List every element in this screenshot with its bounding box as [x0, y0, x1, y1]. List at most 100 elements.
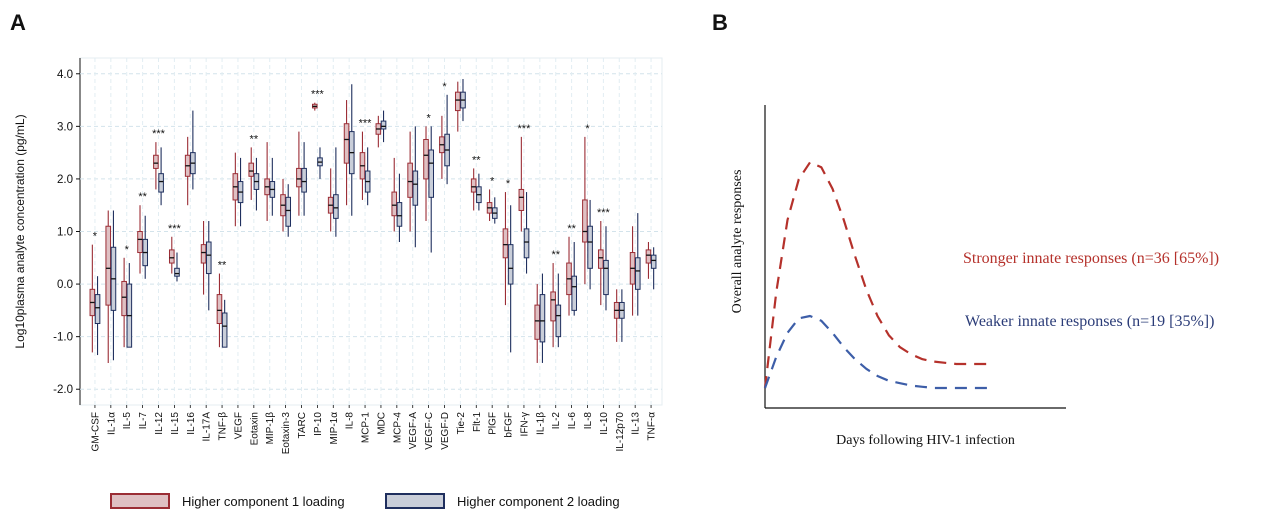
label-weaker: Weaker innate responses (n=19 [35%]): [965, 313, 1214, 330]
label-stronger: Stronger innate responses (n=36 [65%]): [963, 250, 1219, 267]
category-label: IL-1β: [535, 412, 546, 435]
box-body: [396, 202, 403, 227]
box-body: [200, 244, 207, 264]
box-1-6: [184, 136, 191, 206]
category-label: MCP-4: [392, 412, 403, 444]
box-2-22: [444, 94, 450, 185]
significance-marker: ***: [518, 123, 532, 135]
category-label: bFGF: [504, 412, 515, 438]
y-tick-label: -2.0: [53, 384, 73, 396]
box-body: [539, 294, 546, 343]
significance-marker: ***: [359, 118, 373, 130]
category-label: Tie-2: [456, 412, 467, 435]
panel-b-x-axis-label: Days following HIV-1 infection: [836, 433, 1015, 448]
box-1-31: [582, 136, 588, 285]
box-body: [174, 267, 180, 277]
category-label: IL-6: [567, 412, 578, 430]
box-2-32: [603, 226, 609, 311]
box-1-20: [407, 131, 413, 232]
category-label: Eotaxin-3: [281, 412, 292, 455]
box-2-31: [587, 199, 593, 290]
box-1-23: [454, 81, 461, 132]
box-1-35: [645, 242, 652, 279]
box-1-28: [534, 284, 541, 363]
category-label: MIP-1α: [329, 412, 340, 445]
box-body: [634, 257, 641, 290]
box-1-34: [629, 226, 636, 316]
box-1-29: [550, 263, 556, 348]
box-1-7: [200, 220, 207, 295]
box-2-35: [650, 247, 657, 290]
significance-marker: *: [93, 231, 98, 243]
category-label: VEGF: [233, 412, 244, 439]
box-body: [587, 225, 593, 269]
box-2-2: [126, 263, 133, 348]
box-body: [412, 170, 419, 206]
category-label: IL-12p70: [615, 412, 626, 452]
significance-marker: **: [472, 154, 481, 166]
category-label: IL-7: [138, 412, 149, 430]
box-2-23: [460, 79, 466, 122]
box-2-24: [476, 173, 482, 211]
category-label: IL-17A: [202, 412, 213, 442]
box-2-29: [555, 273, 562, 348]
box-1-8: [216, 273, 223, 348]
category-label: IL-13: [631, 412, 642, 435]
box-2-15: [333, 147, 339, 237]
box-body: [301, 167, 307, 193]
box-1-27: [518, 136, 525, 232]
box-1-2: [121, 257, 127, 348]
box-1-14: [311, 102, 318, 111]
box-1-25: [486, 189, 493, 221]
box-1-1: [105, 210, 112, 363]
category-label: IL-12: [154, 412, 165, 435]
box-2-11: [269, 157, 276, 216]
box-1-30: [566, 236, 572, 316]
box-body: [470, 178, 477, 193]
box-2-25: [491, 197, 498, 224]
category-label: IL-2: [551, 412, 562, 430]
panel-b-y-axis-label: Overall analyte responses: [730, 170, 745, 314]
box-body: [248, 162, 255, 177]
significance-marker: *: [506, 178, 511, 190]
significance-marker: *: [490, 175, 495, 187]
category-label: IL-1α: [106, 412, 117, 435]
curve-stronger: [763, 161, 990, 389]
category-label: TARC: [297, 412, 308, 438]
box-1-24: [470, 168, 477, 211]
box-1-4: [153, 142, 159, 190]
box-1-10: [248, 147, 255, 200]
box-1-16: [343, 100, 350, 206]
box-2-3: [142, 215, 149, 279]
box-body: [428, 149, 435, 198]
box-body: [454, 91, 461, 112]
box-body: [105, 225, 112, 306]
box-2-20: [412, 126, 419, 248]
box-body: [158, 173, 164, 193]
box-2-8: [221, 299, 228, 348]
box-2-14: [317, 147, 323, 179]
box-1-18: [375, 115, 382, 148]
category-label: Eotaxin: [249, 412, 260, 445]
significance-marker: *: [125, 244, 130, 256]
box-body: [423, 138, 429, 180]
box-2-0: [94, 276, 101, 356]
box-body: [137, 231, 143, 254]
category-label: GM-CSF: [90, 412, 101, 451]
legend-label-component-1: Higher component 1 loading: [182, 493, 345, 509]
box-2-19: [396, 173, 403, 243]
y-tick-label: 4.0: [57, 69, 73, 81]
box-2-26: [507, 205, 514, 353]
box-body: [343, 123, 350, 164]
y-tick-label: 2.0: [57, 174, 73, 186]
box-body: [205, 241, 212, 275]
box-2-34: [634, 213, 641, 316]
category-label: Flt-1: [472, 412, 483, 432]
significance-marker: **: [250, 133, 259, 145]
box-body: [571, 275, 578, 311]
category-label: MCP-1: [361, 412, 372, 444]
box-1-33: [613, 289, 620, 342]
y-tick-label: -1.0: [53, 332, 73, 344]
significance-marker: *: [426, 112, 431, 124]
significance-marker: *: [585, 123, 590, 135]
